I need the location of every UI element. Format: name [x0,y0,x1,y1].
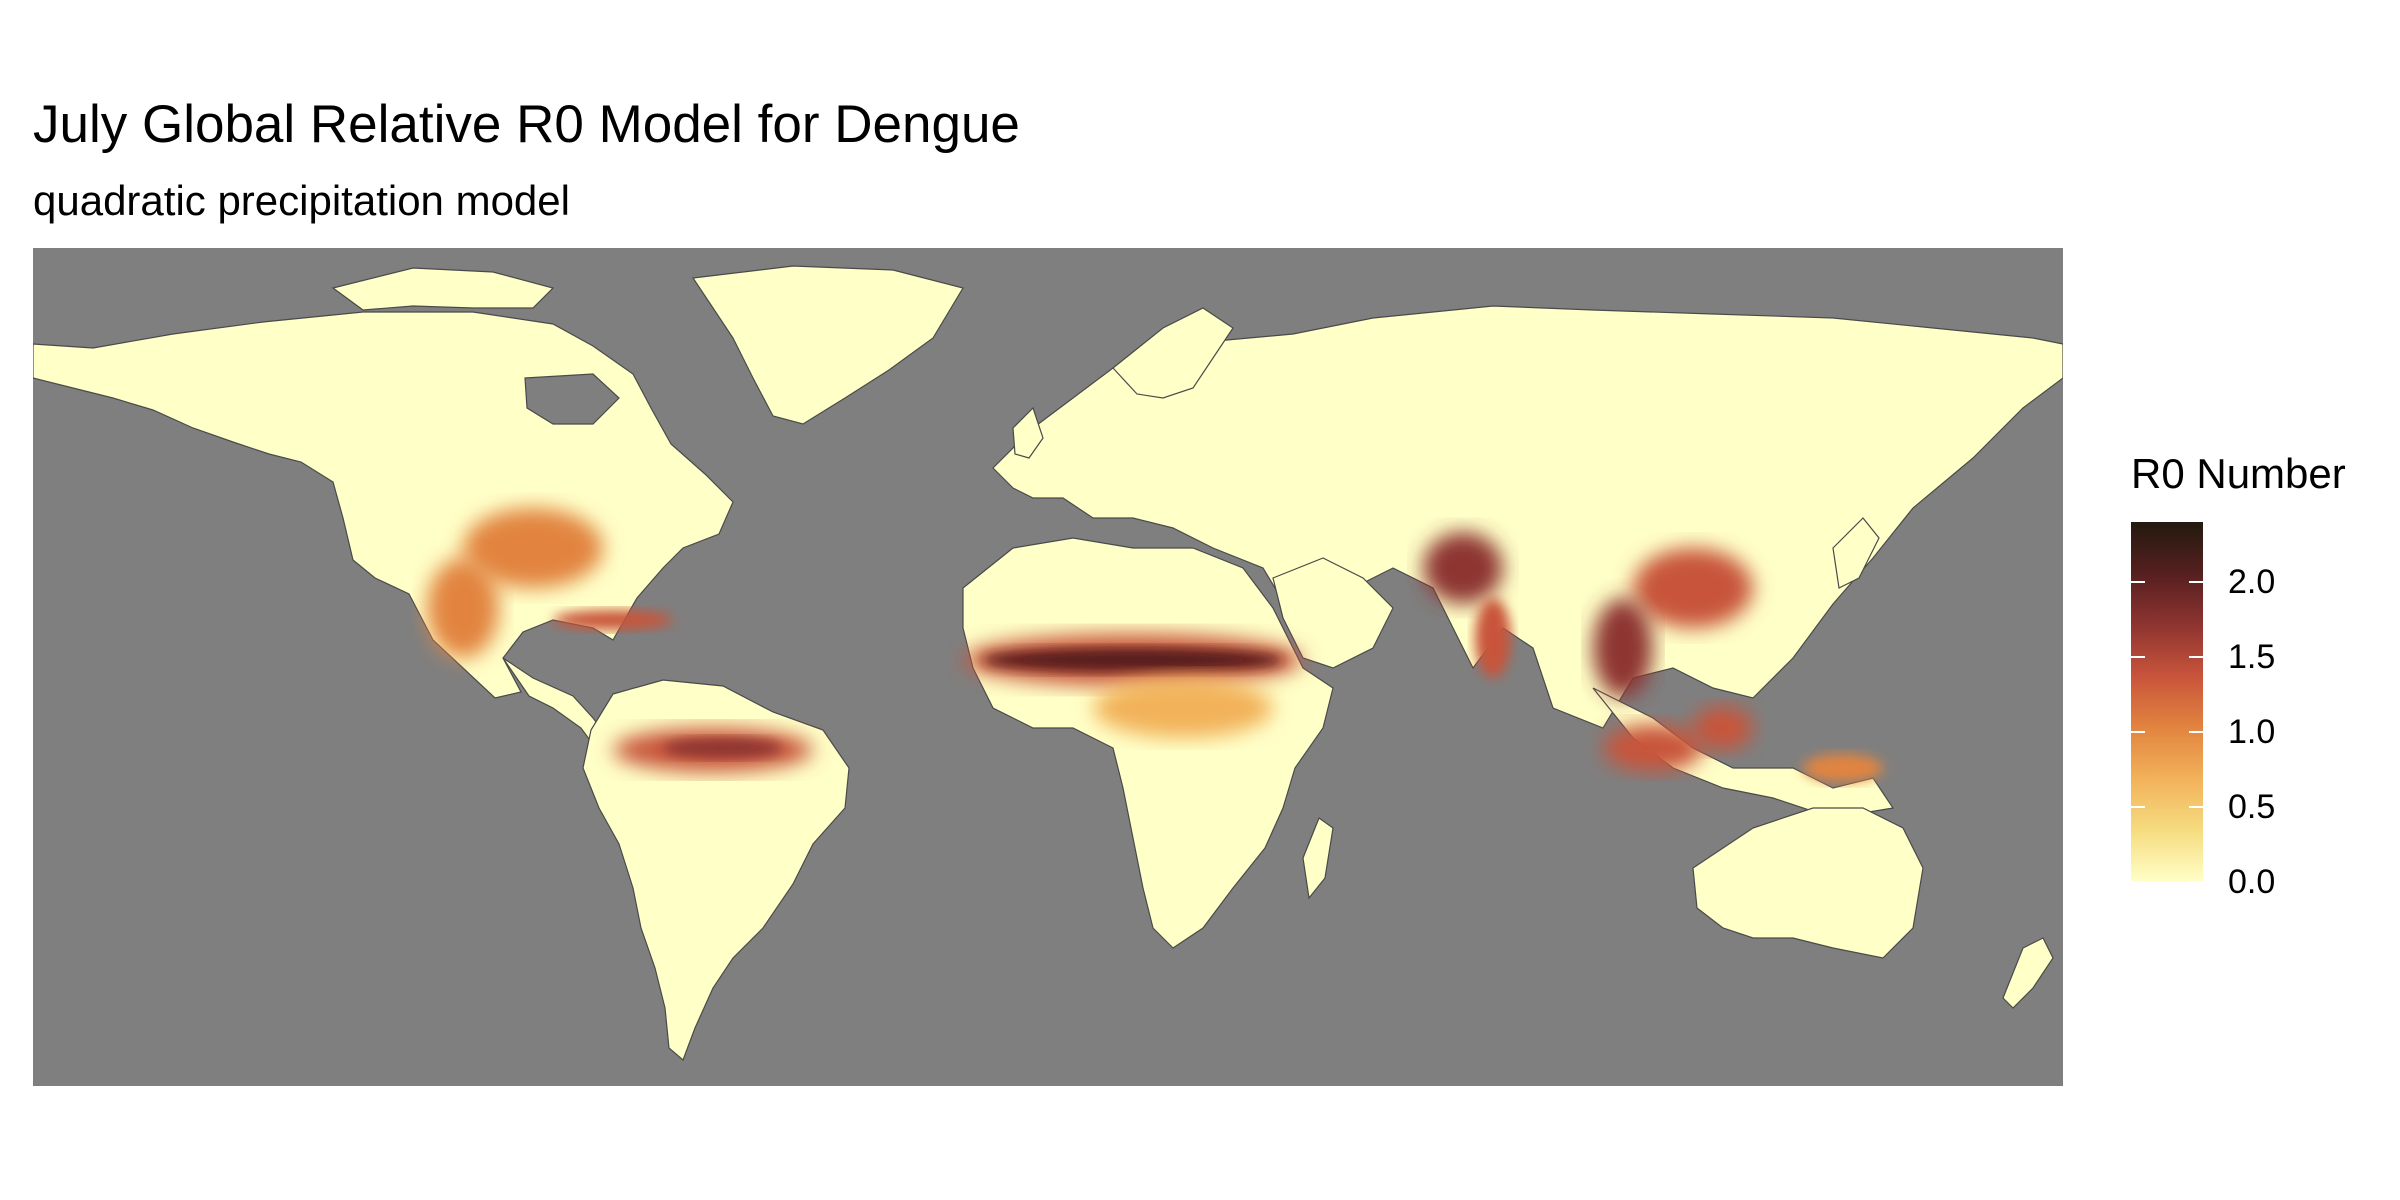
hotspot-southeast-us [463,508,603,588]
land-australia [1692,807,1924,959]
hotspot-indochina [1593,598,1653,698]
land-south-america [582,679,850,1062]
legend-tick-label: 1.0 [2228,713,2276,751]
map-title: July Global Relative R0 Model for Dengue [33,95,1020,154]
hotspot-india-south [1475,598,1511,678]
hotspot-central-africa [1093,678,1273,738]
legend-tick-mark [2189,656,2203,658]
land-eurasia [992,305,2063,729]
land-arctic-islands [331,267,555,311]
legend-tick-label: 1.5 [2228,638,2276,676]
hotspot-caribbean [553,610,673,630]
hotspot-sahel-core [983,648,1283,672]
hotspot-borneo [1693,706,1753,750]
land-arabia [1272,557,1394,669]
hotspot-south-china [1633,548,1753,628]
r0-hotspots [427,508,1883,782]
land-hudson-bay-water [524,373,620,425]
land-new-zealand [2002,937,2054,1009]
legend-tick-mark [2131,731,2145,733]
land-greenland [691,265,964,425]
hotspot-new-guinea [1803,754,1883,782]
legend-tick-mark [2189,581,2203,583]
legend-title: R0 Number [2131,450,2346,497]
legend-tick-mark [2131,806,2145,808]
map-subtitle: quadratic precipitation model [33,177,570,224]
legend-tick-mark [2131,656,2145,658]
legend-tick-mark [2131,581,2145,583]
legend-color-bar [2131,522,2203,882]
land-scandinavia [1112,307,1234,399]
legend-tick-label: 0.0 [2228,863,2276,901]
legend-tick-mark [2189,731,2203,733]
land-uk [1012,406,1044,459]
legend-tick-mark [2131,881,2145,883]
legend-tick-label: 0.5 [2228,788,2276,826]
land-japan [1832,517,1880,589]
legend-tick-label: 2.0 [2228,563,2276,601]
legend-tick-mark [2189,881,2203,883]
hotspot-amazon-core [663,738,783,758]
land-madagascar [1302,817,1334,900]
world-r0-map [33,248,2063,1086]
hotspot-indonesia [1603,724,1703,772]
hotspot-mexico [427,558,499,658]
hotspot-india [1423,532,1503,604]
legend-tick-mark [2189,806,2203,808]
